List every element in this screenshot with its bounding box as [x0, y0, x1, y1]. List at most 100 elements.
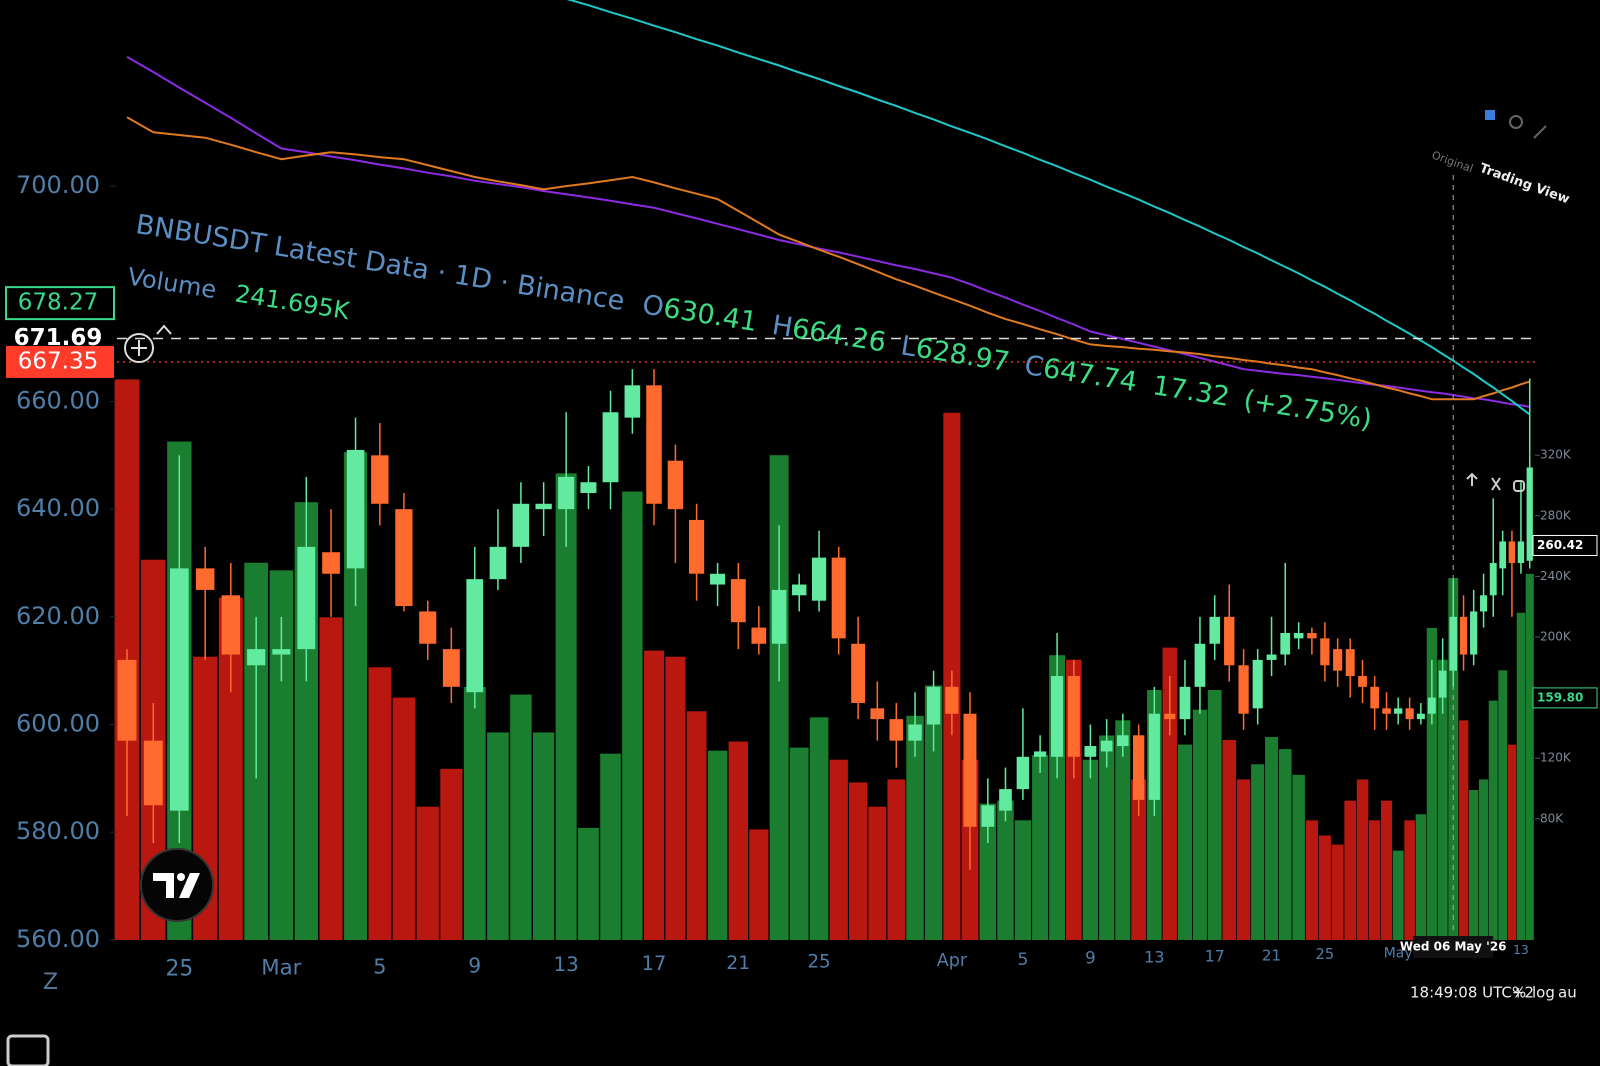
candle-body: [1449, 616, 1457, 671]
volume-bar: [769, 455, 789, 940]
candle-body: [1016, 756, 1030, 790]
candle-body: [322, 552, 340, 574]
x-tick-label: 9: [1085, 948, 1096, 967]
x-tick-label: 5: [373, 955, 386, 979]
volume-tick-label: 80K: [1540, 811, 1564, 825]
x-tick-label: 21: [726, 952, 750, 974]
cursor-caret: [156, 324, 172, 335]
volume-bar: [643, 650, 665, 940]
candle-body: [558, 476, 575, 510]
volume-bar: [1222, 740, 1237, 940]
candle-body: [1307, 632, 1317, 639]
candle-body: [395, 509, 413, 607]
log-toggle[interactable]: log: [1532, 984, 1555, 1002]
toolbar-icon[interactable]: [1509, 115, 1523, 129]
pane-button[interactable]: [1491, 477, 1501, 491]
volume-bar: [1014, 820, 1032, 940]
volume-tick-label: 200K: [1540, 630, 1572, 644]
volume-bar: [1032, 755, 1049, 940]
logo-glyph: [177, 873, 185, 881]
indicator-line: [126, 56, 1530, 408]
x-tick-label: 13: [1144, 947, 1165, 966]
pane-button[interactable]: [1466, 472, 1478, 480]
candle-body: [1084, 746, 1097, 757]
candle-body: [624, 385, 641, 418]
volume-bar: [906, 715, 924, 940]
candle-body: [1394, 708, 1403, 714]
volume-marker-box: [1532, 534, 1598, 556]
auto-toggle[interactable]: au: [1558, 984, 1577, 1002]
x-tick-label: 25: [807, 952, 830, 973]
candle-body: [1358, 676, 1367, 687]
tv-logo[interactable]: [140, 848, 214, 922]
volume-bar: [1099, 735, 1115, 940]
x-tick-label: Mar: [261, 956, 301, 981]
logo-glyph: [179, 873, 200, 898]
candle-body: [792, 584, 807, 596]
candle-body: [221, 595, 240, 655]
volume-tick-label: 240K: [1540, 569, 1572, 583]
volume-bar: [578, 827, 599, 940]
volume-bar: [1082, 759, 1099, 940]
candle-body: [1051, 676, 1064, 757]
volume-bar: [1251, 764, 1265, 940]
toolbar-icon[interactable]: [1485, 110, 1495, 120]
pane-button[interactable]: [1513, 480, 1525, 492]
candle-body: [419, 611, 437, 644]
volume-bar: [416, 806, 439, 940]
volume-bar: [218, 597, 243, 940]
candle-body: [1179, 686, 1191, 720]
candle-body: [870, 708, 885, 720]
candle-body: [1370, 686, 1379, 709]
volume-bar: [1525, 573, 1534, 940]
zoom-label[interactable]: Z: [43, 970, 58, 995]
candle-body: [1333, 649, 1343, 671]
candle-body: [689, 519, 705, 574]
candle-body: [1164, 713, 1176, 720]
x-tick-label: 25: [165, 957, 193, 982]
calendar-icon[interactable]: [6, 1034, 50, 1066]
price-label: 667.35: [18, 348, 98, 374]
candle-body: [771, 589, 787, 644]
volume-bar: [1426, 627, 1437, 940]
ohlc-letter: L: [899, 330, 919, 363]
candle-layer: [117, 369, 1533, 870]
volume-bar: [1265, 736, 1279, 940]
volume-bar: [707, 750, 728, 940]
volume-bar: [344, 452, 368, 940]
candle-body: [1224, 616, 1235, 666]
volume-tick-label: 120K: [1540, 751, 1572, 765]
volume-bar: [440, 768, 463, 940]
volume-bar: [1236, 779, 1251, 940]
candle-body: [117, 659, 137, 741]
volume-bar: [533, 732, 555, 940]
candle-body: [889, 719, 904, 741]
volume-bar: [1331, 844, 1344, 940]
x-tick-label: Apr: [937, 951, 968, 971]
candle-body: [926, 686, 941, 725]
volume-bar: [665, 656, 686, 940]
y-tick-label: 620.00: [16, 602, 100, 630]
candle-body: [1438, 670, 1447, 698]
percent-toggle[interactable]: %: [1512, 984, 1526, 1002]
x-tick-label: 13: [554, 953, 579, 976]
candle-body: [1100, 740, 1113, 752]
y-tick-label: 560.00: [16, 925, 100, 953]
toolbar-icon[interactable]: [1533, 125, 1547, 139]
candle-body: [1280, 632, 1291, 655]
candle-body: [730, 579, 746, 623]
volume-bar: [1507, 744, 1517, 940]
candle-body: [981, 805, 995, 827]
candle-body: [1517, 541, 1525, 563]
ohlc-letter: O: [640, 289, 666, 323]
volume-tick-label: 320K: [1540, 448, 1572, 462]
x-tick-label: 21: [1262, 946, 1281, 964]
volume-bar: [1305, 820, 1319, 940]
cursor-circle: [124, 333, 154, 363]
volume-marker-label: 260.42: [1537, 538, 1583, 552]
volume-bar: [728, 741, 749, 940]
candle-body: [346, 449, 365, 569]
x-tick-label: 9: [468, 954, 481, 978]
ohlc-letter: H: [770, 309, 795, 343]
